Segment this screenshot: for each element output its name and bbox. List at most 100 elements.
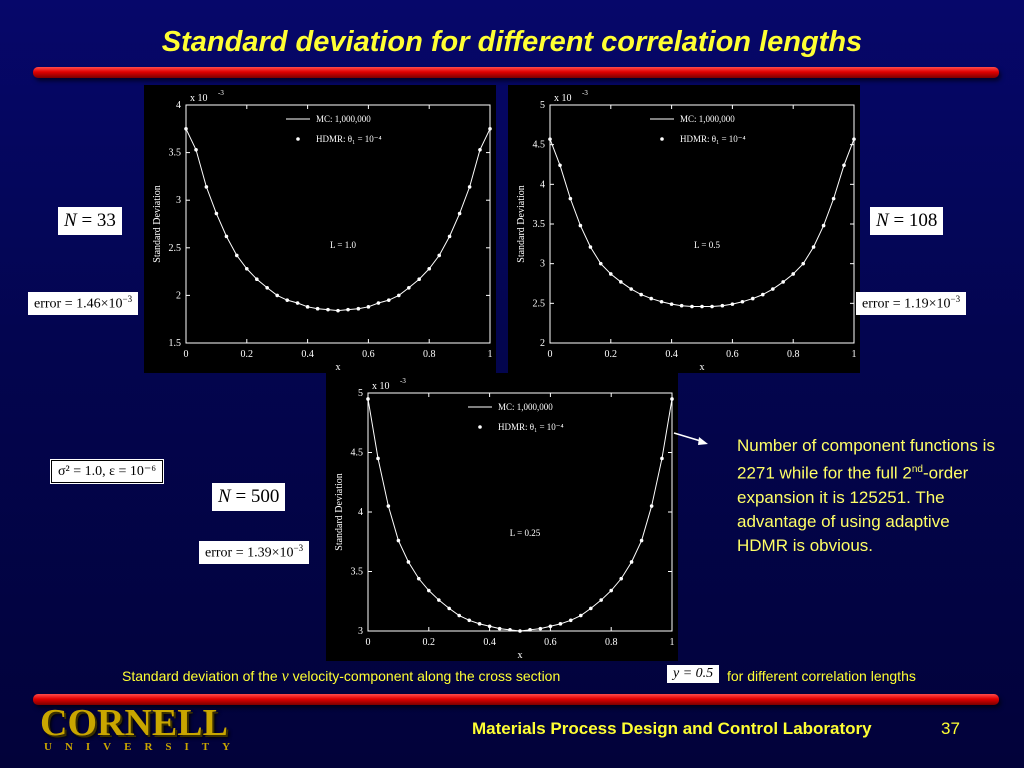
caption-text2: velocity-component along the cross secti… — [292, 668, 561, 684]
bottom-divider — [33, 694, 999, 705]
series-point-hdmr — [740, 299, 745, 304]
series-point-hdmr — [417, 277, 421, 282]
x-tick-label: 0.8 — [787, 349, 800, 360]
chart-right: 0 0.2 0.4 0.6 0.8 1 2 2.5 3 3.5 4 4.5 5 x 10 -3 x Standa… — [516, 89, 857, 373]
x-tick-label: 1 — [488, 349, 493, 360]
series-point-hdmr — [660, 456, 664, 461]
error-left-value: 1.46 — [76, 296, 101, 312]
series-point-hdmr — [467, 185, 472, 189]
x-tick-label: 0.2 — [605, 349, 618, 360]
series-point-hdmr — [811, 245, 816, 249]
series-point-hdmr — [599, 598, 603, 602]
y-tick-label: 3.5 — [533, 219, 546, 230]
series-point-hdmr — [234, 253, 239, 258]
n-center: N = 500 — [212, 483, 286, 511]
error-right: error = 1.19×10−3 — [856, 292, 967, 315]
series-point-hdmr — [609, 588, 613, 593]
series-point-hdmr — [214, 211, 219, 216]
legend-label-hdmr: HDMR: θ₁ = 10⁻⁴ — [680, 134, 746, 144]
series-point-hdmr — [224, 234, 229, 239]
error-center: error = 1.39×10−3 — [199, 541, 310, 564]
y-tick-label: 3.5 — [169, 148, 182, 159]
series-point-hdmr — [669, 302, 674, 306]
y-tick-label: 4.5 — [351, 448, 364, 459]
y-tick-label: 2 — [540, 338, 545, 349]
series-point-hdmr — [720, 303, 725, 308]
axis-multiplier-exp: -3 — [218, 89, 224, 97]
error-left-exp: −3 — [122, 294, 133, 304]
series-point-hdmr — [346, 307, 350, 312]
error-left: error = 1.46×10−3 — [28, 292, 139, 315]
series-point-hdmr — [478, 147, 482, 152]
series-point-hdmr — [265, 285, 269, 290]
params-box: σ² = 1.0, ε = 10⁻⁶ — [49, 459, 165, 484]
series-point-hdmr — [488, 127, 492, 131]
chart-left: 0 0.2 0.4 0.6 0.8 1 1.5 2 2.5 3 3.5 4 x 10 -3 x Standar… — [152, 89, 493, 373]
series-line-mc — [185, 128, 491, 312]
error-center-value: 1.39 — [247, 545, 272, 561]
series-point-hdmr — [619, 576, 624, 581]
series-point-hdmr — [315, 306, 320, 311]
legend-swatch-hdmr — [296, 137, 300, 141]
caption-part1: Standard deviation of the v velocity-com… — [122, 668, 560, 686]
series-point-hdmr — [852, 137, 856, 141]
series-point-hdmr — [336, 308, 340, 313]
series-point-hdmr — [568, 196, 573, 201]
series-point-hdmr — [366, 397, 370, 401]
y-tick-label: 5 — [358, 388, 363, 399]
y-tick-label: 3 — [176, 195, 181, 206]
x-tick-label: 0.4 — [483, 637, 496, 648]
series-point-hdmr — [396, 538, 401, 543]
plot-annotation: L = 1.0 — [330, 240, 356, 250]
series-point-hdmr — [487, 624, 492, 629]
cornell-logo-sub: UNIVERSITY — [44, 741, 244, 753]
series-point-hdmr — [589, 606, 593, 611]
series-point-hdmr — [700, 304, 704, 309]
series-point-hdmr — [427, 588, 431, 593]
legend-label-mc: MC: 1,000,000 — [680, 114, 735, 124]
plot-annotation: L = 0.5 — [694, 240, 720, 250]
n-right: N = 108 — [870, 207, 944, 235]
x-tick-label: 0 — [184, 349, 189, 360]
series-point-hdmr — [609, 272, 613, 276]
y-tick-label: 4 — [358, 507, 363, 518]
axis-multiplier-exp: -3 — [582, 89, 588, 97]
series-point-hdmr — [578, 223, 583, 228]
y-tick-label: 2 — [176, 290, 181, 301]
series-point-hdmr — [376, 301, 381, 305]
series-line-mc — [549, 138, 855, 308]
axis-multiplier-exp: -3 — [400, 377, 406, 385]
series-point-hdmr — [356, 306, 361, 311]
caption-part3: for different correlation lengths — [727, 668, 916, 684]
series-point-hdmr — [497, 626, 502, 631]
series-point-hdmr — [437, 598, 441, 602]
series-point-hdmr — [447, 234, 452, 239]
series-point-hdmr — [538, 626, 543, 631]
y-tick-label: 3 — [358, 626, 363, 637]
side-note-part2: -order expansion it is 125251. The advan… — [737, 463, 969, 555]
series-point-hdmr — [710, 304, 714, 309]
series-point-hdmr — [730, 302, 735, 306]
y-tick-label: 3 — [540, 259, 545, 270]
series-point-hdmr — [416, 576, 421, 581]
side-note-part1: Number of component functions is 2271 wh… — [737, 436, 995, 483]
series-point-hdmr — [518, 629, 522, 633]
x-tick-label: 1 — [852, 349, 857, 360]
series-point-hdmr — [376, 456, 380, 461]
series-point-hdmr — [427, 266, 432, 271]
series-point-hdmr — [548, 624, 553, 629]
series-line-mc — [367, 398, 673, 632]
axis-multiplier: x 10 — [554, 93, 572, 104]
x-tick-label: 0 — [548, 349, 553, 360]
series-point-hdmr — [447, 606, 451, 611]
n-right-value: 108 — [908, 210, 938, 231]
series-point-hdmr — [659, 299, 664, 304]
series-point-hdmr — [639, 292, 643, 297]
x-tick-label: 0.2 — [423, 637, 436, 648]
series-point-hdmr — [194, 147, 198, 152]
series-point-hdmr — [791, 272, 795, 276]
x-tick-label: 0.6 — [726, 349, 739, 360]
x-tick-label: 0.8 — [605, 637, 618, 648]
series-point-hdmr — [477, 622, 482, 626]
caption-v: v — [281, 668, 289, 685]
